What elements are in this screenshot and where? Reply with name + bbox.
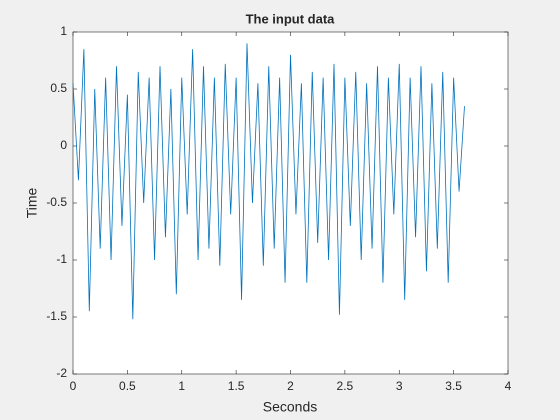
y-tick-label: -1.5 (46, 309, 67, 323)
data-line (72, 43, 465, 320)
x-tick-label: 2.5 (337, 379, 354, 393)
y-axis-label: Time (24, 187, 40, 218)
y-tick-label: 0 (60, 138, 67, 152)
x-tick-label: 0.5 (119, 379, 136, 393)
x-axis-label: Seconds (263, 399, 317, 415)
x-tick-label: 4 (505, 379, 512, 393)
y-tick-label: -2 (56, 366, 67, 380)
x-tick-label: 1.5 (228, 379, 245, 393)
x-tick-label: 3.5 (445, 379, 462, 393)
chart-title: The input data (246, 11, 336, 26)
x-tick-label: 3 (396, 379, 403, 393)
y-tick-label: 1 (60, 24, 67, 38)
y-tick-label: 0.5 (50, 81, 67, 95)
y-tick-label: -0.5 (46, 195, 67, 209)
x-tick-label: 2 (287, 379, 294, 393)
x-tick-label: 1 (178, 379, 185, 393)
x-tick-label: 0 (70, 379, 77, 393)
y-tick-label: -1 (56, 252, 67, 266)
